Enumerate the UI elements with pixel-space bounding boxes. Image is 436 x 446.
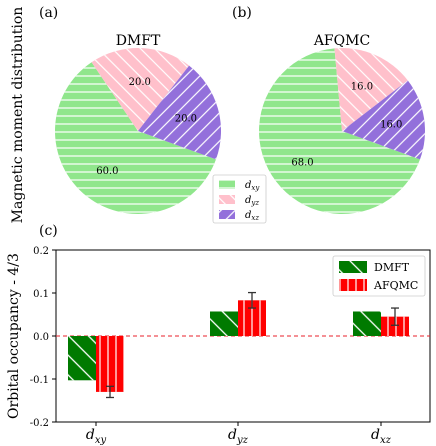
pie-title-dmft: DMFT: [116, 33, 161, 49]
bars: [68, 291, 409, 399]
bar-hatch-afqmc-dxz: [381, 316, 409, 336]
pie-slice-hatch-dxz: [138, 65, 221, 160]
panel-label-c: (c): [39, 223, 58, 239]
bar-legend: DMFT AFQMC: [332, 255, 426, 297]
pie-value-label-dxz: 20.0: [175, 113, 197, 124]
y-tick-label: 0.2: [33, 246, 49, 257]
pie-slice-hatch-dyz: [91, 47, 190, 131]
y-tick-label: 0.0: [33, 332, 49, 343]
pie-value-label-dyz: 20.0: [129, 77, 151, 88]
magnetic-moment-axis-label: Magnetic moment distribution: [10, 7, 26, 224]
bar-hatch-dmft-dyz: [210, 311, 238, 336]
y-tick-label: 0.1: [33, 289, 49, 300]
bar-hatch-dmft-dxy: [68, 336, 96, 381]
y-tick-label: -0.1: [30, 375, 49, 386]
y-tick-label: -0.2: [30, 418, 49, 429]
pie-slice-hatch-dxy: [54, 62, 216, 214]
pie-value-label-dxy: 60.0: [96, 166, 118, 177]
x-tick-label-dyz: dyz: [228, 427, 249, 446]
bar-chart-orbital-occupancy: -0.2 -0.1 0.0 0.1 0.2 dxy dyz dxz Orbital occu…: [6, 246, 431, 446]
bar-hatch-dmft-dxz: [353, 311, 381, 336]
legend-label-afqmc: AFQMC: [373, 279, 418, 292]
panel-label-a: (a): [39, 5, 58, 21]
pie-legend: dxy dyz dxz: [212, 174, 267, 224]
x-axis: dxy dyz dxz: [86, 422, 392, 446]
pie-value-label-dxy: 68.0: [291, 157, 313, 168]
x-tick-label-dxy: dxy: [86, 427, 107, 446]
pie-slice-hatch-dxz: [342, 80, 425, 160]
panel-label-b: (b): [232, 5, 252, 21]
bar-hatch-afqmc-dxy: [96, 336, 124, 392]
pie-chart-afqmc: 68.0 16.0 16.0: [258, 48, 425, 214]
pie-title-afqmc: AFQMC: [313, 33, 370, 49]
pie-chart-dmft: 60.0 20.0 20.0: [54, 47, 221, 214]
pie-value-label-dxz: 16.0: [380, 119, 402, 130]
y-axis-label: Orbital occupancy - 4/3: [6, 253, 22, 419]
legend-label-dmft: DMFT: [374, 261, 410, 274]
pie-value-label-dyz: 16.0: [351, 81, 373, 92]
pie-slice-hatch-dxy: [258, 48, 420, 214]
y-axis: -0.2 -0.1 0.0 0.1 0.2: [30, 246, 56, 429]
pie-slice-hatch-dyz: [334, 48, 408, 132]
x-tick-label-dxz: dxz: [371, 427, 392, 446]
